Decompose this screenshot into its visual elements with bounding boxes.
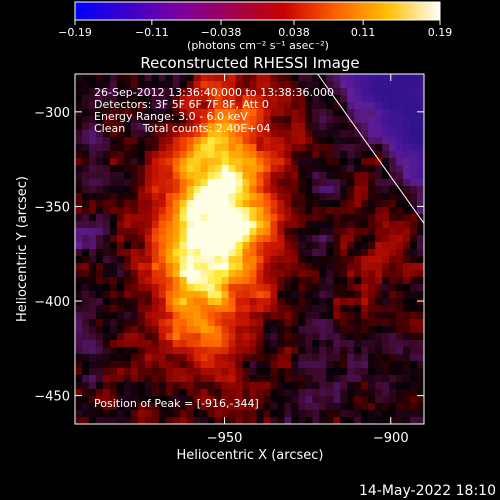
solar-limb-line bbox=[317, 74, 424, 225]
y-axis-label: Heliocentric Y (arcsec) bbox=[15, 176, 30, 322]
annotation-line: 26-Sep-2012 13:36:40.000 to 13:38:36.000 bbox=[94, 86, 334, 99]
annotation-line: Energy Range: 3.0 - 6.0 keV bbox=[94, 110, 248, 123]
colorbar-tick-label: −0.038 bbox=[201, 26, 242, 39]
colorbar-tick-label: −0.19 bbox=[58, 26, 92, 39]
colorbar-tick-label: 0.038 bbox=[278, 26, 310, 39]
y-tick-label: −350 bbox=[34, 200, 70, 215]
colorbar-ticks: −0.19 −0.11 −0.038 0.038 0.11 0.19 bbox=[58, 20, 452, 39]
colorbar-tick-label: 0.19 bbox=[428, 26, 453, 39]
y-tick-label: −450 bbox=[34, 390, 70, 405]
y-tick-label: −300 bbox=[34, 106, 70, 121]
footer-date: 14-May-2022 18:10 bbox=[359, 483, 496, 499]
colorbar-tick-label: 0.11 bbox=[351, 26, 376, 39]
plot-frame bbox=[74, 73, 425, 425]
x-axis-ticks: −950−900−850 bbox=[207, 74, 409, 446]
y-axis-ticks: −300 −350 −400 −450 bbox=[34, 106, 424, 405]
observation-annotations: 26-Sep-2012 13:36:40.000 to 13:38:36.000… bbox=[94, 86, 334, 135]
chart-title: Reconstructed RHESSI Image bbox=[140, 54, 359, 72]
x-tick-label: −950 bbox=[207, 431, 243, 446]
colorbar-bar bbox=[74, 1, 441, 21]
x-axis-label: Heliocentric X (arcsec) bbox=[177, 448, 324, 463]
colorbar-tick-label: −0.11 bbox=[135, 26, 169, 39]
heatmap-image bbox=[75, 74, 424, 424]
colorbar: −0.19 −0.11 −0.038 0.038 0.11 0.19 (photons c… bbox=[58, 1, 452, 52]
colorbar-unit-label: (photons cm⁻² s⁻¹ asec⁻²) bbox=[187, 39, 329, 52]
y-tick-label: −400 bbox=[34, 295, 70, 310]
x-tick-label: −900 bbox=[373, 431, 409, 446]
peak-position-label: Position of Peak = [-916,-344] bbox=[94, 397, 259, 410]
annotation-line: Clean Total counts: 2.40E+04 bbox=[94, 122, 271, 135]
annotation-line: Detectors: 3F 5F 6F 7F 8F, Att 0 bbox=[94, 98, 269, 111]
